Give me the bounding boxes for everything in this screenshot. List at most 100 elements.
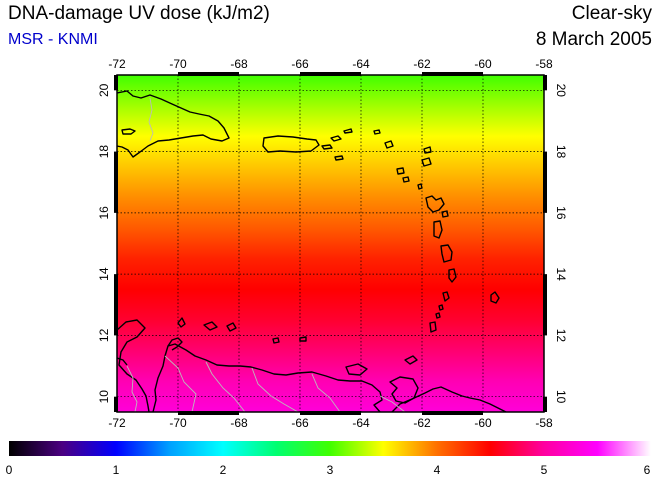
lat-tick-label: 16 <box>554 206 568 220</box>
lon-tick-label: -70 <box>169 57 187 71</box>
lat-tick-label: 10 <box>97 390 111 404</box>
coordinate-checker-border <box>114 72 547 415</box>
checker-segment <box>300 72 361 76</box>
source-label: MSR - KNMI <box>8 31 98 48</box>
martinique <box>440 244 453 263</box>
barbados <box>490 291 500 304</box>
dominica <box>433 220 443 239</box>
bonaire <box>226 322 237 332</box>
lon-tick-label: -64 <box>352 416 370 430</box>
lon-tick-label: -70 <box>169 416 187 430</box>
venezuela-internal-1 <box>164 355 197 412</box>
barbuda <box>423 146 432 154</box>
colorbar-tick-label: 0 <box>6 463 13 477</box>
lat-tick-label: 16 <box>97 206 111 220</box>
saint-kitts <box>396 167 405 175</box>
lon-tick-label: -72 <box>108 416 126 430</box>
lat-tick-label: 10 <box>554 390 568 404</box>
lat-tick-label: 14 <box>97 267 111 281</box>
lat-tick-label: 20 <box>554 84 568 98</box>
checker-segment <box>114 274 118 336</box>
virgin-islands <box>330 128 353 161</box>
lat-tick-label: 12 <box>97 328 111 342</box>
lat-tick-label: 14 <box>554 267 568 281</box>
colorbar-tick-label: 4 <box>434 463 441 477</box>
grenada <box>429 321 437 333</box>
lon-tick-label: -72 <box>108 57 126 71</box>
colombia-venezuela-border <box>126 365 138 412</box>
lon-tick-label: -60 <box>474 57 492 71</box>
map-title: DNA-damage UV dose (kJ/m2) <box>8 3 270 24</box>
lon-tick-label: -68 <box>230 57 248 71</box>
colorbar-labels: 0 1 2 3 4 5 6 <box>6 463 651 477</box>
guajira-peninsula <box>117 357 128 366</box>
lon-tick-label: -62 <box>413 416 431 430</box>
colorbar-tick-label: 3 <box>327 463 334 477</box>
venezuela-internal-3 <box>251 367 299 412</box>
checker-segment <box>422 72 483 76</box>
antigua <box>421 157 432 167</box>
longitude-labels-top: -72 -70 -68 -66 -64 -62 -60 -58 <box>108 57 553 71</box>
latitude-labels-right: 10 12 14 16 18 20 <box>554 84 568 404</box>
checker-segment <box>422 411 483 415</box>
montserrat <box>417 183 423 190</box>
lat-tick-label: 18 <box>97 145 111 159</box>
checker-segment <box>300 411 361 415</box>
aruba <box>177 317 186 328</box>
colorbar-tick-label: 5 <box>541 463 548 477</box>
lon-tick-label: -58 <box>535 57 553 71</box>
lon-tick-label: -60 <box>474 416 492 430</box>
colorbar <box>9 441 651 456</box>
lon-tick-label: -66 <box>291 57 309 71</box>
checker-segment <box>178 411 239 415</box>
colorbar-tick-label: 6 <box>644 463 651 477</box>
lon-tick-label: -66 <box>291 416 309 430</box>
checker-segment <box>114 396 118 412</box>
grenadines <box>435 304 444 319</box>
margarita <box>345 363 368 376</box>
checker-segment <box>543 396 547 412</box>
venezuela-internal-5 <box>379 395 406 412</box>
lat-tick-label: 12 <box>554 329 568 343</box>
checker-segment <box>178 72 239 76</box>
venezuela-internal-2 <box>205 361 246 412</box>
saint-martin <box>384 140 394 149</box>
nevis <box>402 176 410 183</box>
saint-lucia <box>448 268 457 283</box>
venezuela-internal-4 <box>311 373 341 412</box>
checker-segment <box>543 274 547 336</box>
longitude-labels-bottom: -72 -70 -68 -66 -64 -62 -60 -58 <box>108 416 553 430</box>
checker-segment <box>543 75 547 91</box>
checker-segment <box>543 151 547 213</box>
lon-tick-label: -64 <box>352 57 370 71</box>
haiti-dr-border <box>148 97 154 142</box>
guadeloupe <box>425 195 445 213</box>
lon-tick-label: -68 <box>230 416 248 430</box>
colorbar-tick-label: 2 <box>220 463 227 477</box>
curacao <box>203 321 218 331</box>
paraguana-peninsula <box>167 337 183 351</box>
dose-field <box>117 75 544 412</box>
gridlines <box>117 75 544 412</box>
anguilla <box>373 129 381 135</box>
sky-condition-label: Clear-sky <box>571 3 652 24</box>
gonave-island <box>121 128 136 135</box>
lat-tick-label: 20 <box>97 83 111 97</box>
tobago <box>404 355 418 365</box>
checker-segment <box>114 75 118 91</box>
lon-tick-label: -58 <box>535 416 553 430</box>
lat-tick-label: 18 <box>554 145 568 159</box>
lon-tick-label: -62 <box>413 57 431 71</box>
country-borders <box>126 97 406 412</box>
coastlines <box>117 90 507 412</box>
date-label: 8 March 2005 <box>535 29 652 50</box>
los-roques <box>272 337 280 344</box>
puerto-rico-coast <box>262 135 320 153</box>
hispaniola-coast <box>117 90 230 158</box>
vieques <box>321 144 333 150</box>
marie-galante <box>441 210 449 218</box>
checker-segment <box>114 151 118 213</box>
latitude-labels-left: 10 12 14 16 18 20 <box>97 83 111 403</box>
la-orchila <box>299 336 307 342</box>
